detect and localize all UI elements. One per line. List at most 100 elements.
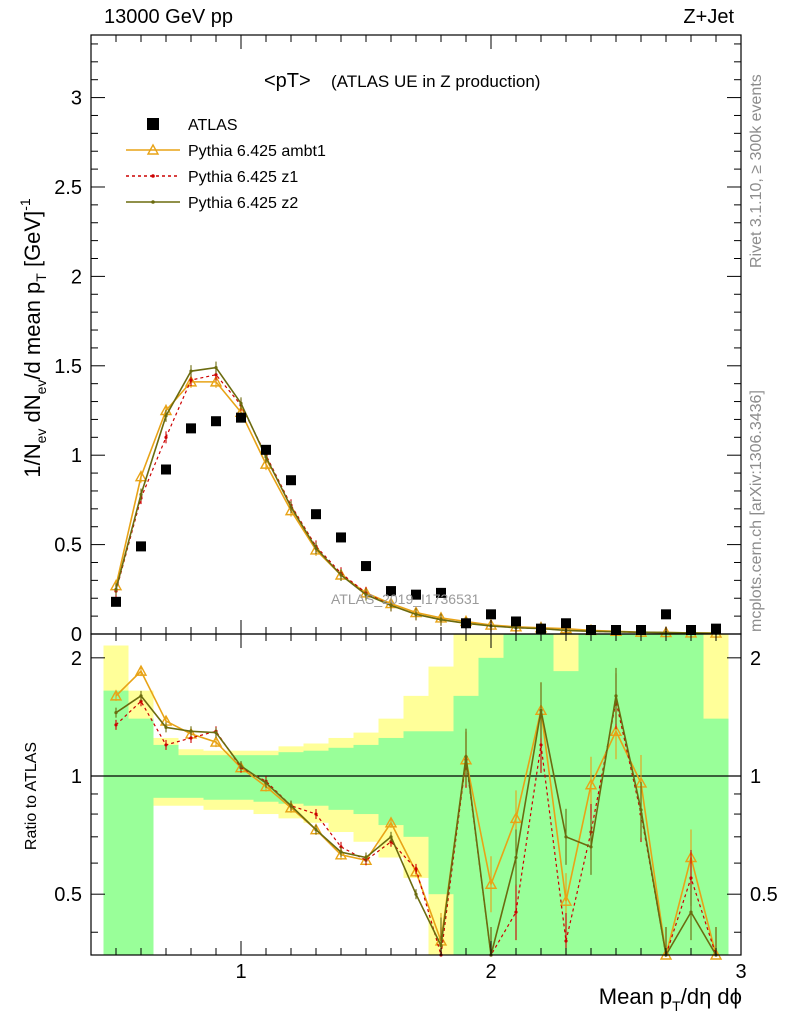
ratio-y-axis-label: Ratio to ATLAS xyxy=(23,742,40,850)
watermark: ATLAS_2019_I1736531 xyxy=(331,591,480,607)
ratio-marker-ambt1 xyxy=(609,724,623,736)
legend: ATLAS Pythia 6.425 ambt1 Pythia 6.425 z1 Py… xyxy=(126,117,326,212)
ratio-marker-z2 xyxy=(289,804,293,808)
legend-marker-atlas xyxy=(147,118,159,130)
ratio-marker-ambt1 xyxy=(559,894,573,906)
band-inner xyxy=(378,737,404,826)
ratio-marker-z2 xyxy=(589,845,593,849)
ratio-marker-ambt1 xyxy=(109,689,123,701)
atlas-data-point xyxy=(386,586,396,597)
atlas-data-point xyxy=(161,464,171,475)
ratio-marker-ambt1 xyxy=(384,816,398,828)
ratio-series-group xyxy=(109,664,723,960)
ratio-y-tick-label-left: 2 xyxy=(71,648,82,670)
main-marker-z2 xyxy=(139,492,143,497)
ratio-marker-z1 xyxy=(539,743,543,747)
main-y-tick-label: 0.5 xyxy=(54,535,82,557)
band-inner xyxy=(328,747,354,810)
plot-title-sub: (ATLAS UE in Z production) xyxy=(331,72,540,91)
x-tick-label: 1 xyxy=(235,961,246,983)
ratio-y-tick-label-right: 0.5 xyxy=(750,884,778,906)
atlas-data-point xyxy=(261,444,271,455)
plot-title-main: <pT> xyxy=(264,70,311,92)
ratio-y-tick-label-right: 1 xyxy=(750,766,761,788)
atlas-data-point xyxy=(186,423,196,434)
ratio-marker-z2 xyxy=(639,808,643,812)
band-inner xyxy=(353,744,379,815)
ratio-marker-z1 xyxy=(139,699,143,703)
ratio-marker-z1 xyxy=(564,939,568,943)
atlas-data-point xyxy=(286,475,296,486)
atlas-data-point xyxy=(311,509,321,520)
atlas-data-point xyxy=(511,616,521,627)
ratio-marker-z2 xyxy=(339,850,343,854)
main-marker-z1 xyxy=(214,373,218,377)
ratio-marker-ambt1 xyxy=(409,865,423,877)
main-marker-ambt1 xyxy=(134,470,148,482)
axes-group: 1 2 3 0 0.5 1 1.5 2 2.5 3 0.5 0.5 1 1 2 2 xyxy=(54,34,778,983)
ratio-marker-z1 xyxy=(339,845,343,849)
legend-marker-triangle xyxy=(146,143,160,155)
band-inner xyxy=(153,744,179,798)
ratio-marker-z1 xyxy=(164,743,168,747)
main-marker-z2 xyxy=(114,587,118,591)
side-label-mcplots: mcplots.cern.ch [arXiv:1306.3436] xyxy=(748,390,765,632)
band-inner xyxy=(703,718,729,955)
ratio-marker-ambt1 xyxy=(584,778,598,790)
main-marker-z2 xyxy=(239,401,243,405)
main-y-axis-label: 1/Nev dNev/d mean pT [GeV]-1 xyxy=(17,198,49,478)
atlas-data-point xyxy=(661,609,671,620)
ratio-marker-z2 xyxy=(364,855,368,860)
main-marker-z2 xyxy=(214,365,218,370)
atlas-data-point xyxy=(436,587,446,598)
ratio-y-tick-label-right: 2 xyxy=(750,648,761,670)
legend-marker-dot xyxy=(151,174,155,178)
band-inner xyxy=(278,752,304,804)
header-right: Z+Jet xyxy=(683,6,734,28)
band-inner xyxy=(203,755,229,800)
main-marker-z2 xyxy=(439,618,443,622)
ratio-marker-z2 xyxy=(514,855,518,860)
atlas-data-point xyxy=(411,589,421,600)
atlas-data-point xyxy=(336,532,346,543)
ratio-marker-z1 xyxy=(314,812,318,816)
ratio-marker-z2 xyxy=(114,711,118,715)
ratio-marker-z2 xyxy=(139,694,143,698)
x-tick-label: 2 xyxy=(485,961,496,983)
ratio-marker-z2 xyxy=(539,708,543,712)
ratio-marker-z2 xyxy=(689,910,693,914)
ratio-marker-z1 xyxy=(514,910,518,914)
x-tick-label: 3 xyxy=(735,961,746,983)
atlas-data-point xyxy=(211,416,221,427)
ratio-marker-z2 xyxy=(414,892,418,896)
ratio-y-tick-label-left: 1 xyxy=(71,766,82,788)
ratio-marker-z1 xyxy=(189,736,193,740)
ratio-marker-z2 xyxy=(164,725,168,729)
legend-label: Pythia 6.425 z1 xyxy=(188,169,298,186)
main-marker-z1 xyxy=(164,435,168,439)
band-inner xyxy=(528,634,554,955)
ratio-marker-z2 xyxy=(239,764,243,768)
ratio-uncertainty-bands xyxy=(103,634,729,955)
ratio-marker-z1 xyxy=(114,723,118,727)
main-y-tick-label: 2.5 xyxy=(54,177,82,199)
band-inner xyxy=(403,731,429,837)
atlas-data-point xyxy=(486,609,496,620)
ratio-marker-z2 xyxy=(564,835,568,839)
ratio-marker-z2 xyxy=(389,835,393,839)
band-inner xyxy=(128,718,154,955)
header-left: 13000 GeV pp xyxy=(104,6,233,28)
main-marker-z2 xyxy=(389,603,393,607)
ratio-y-tick-label-left: 0.5 xyxy=(54,884,82,906)
main-marker-z2 xyxy=(364,593,368,597)
main-y-tick-label: 2 xyxy=(71,266,82,288)
legend-marker-dot xyxy=(151,200,155,204)
ratio-marker-ambt1 xyxy=(334,848,348,860)
main-marker-z2 xyxy=(414,612,418,616)
main-y-tick-label: 1.5 xyxy=(54,356,82,378)
main-marker-ambt1 xyxy=(209,375,223,387)
ratio-marker-ambt1 xyxy=(509,811,523,824)
ratio-marker-ambt1 xyxy=(209,735,223,747)
main-marker-z1 xyxy=(189,378,193,382)
